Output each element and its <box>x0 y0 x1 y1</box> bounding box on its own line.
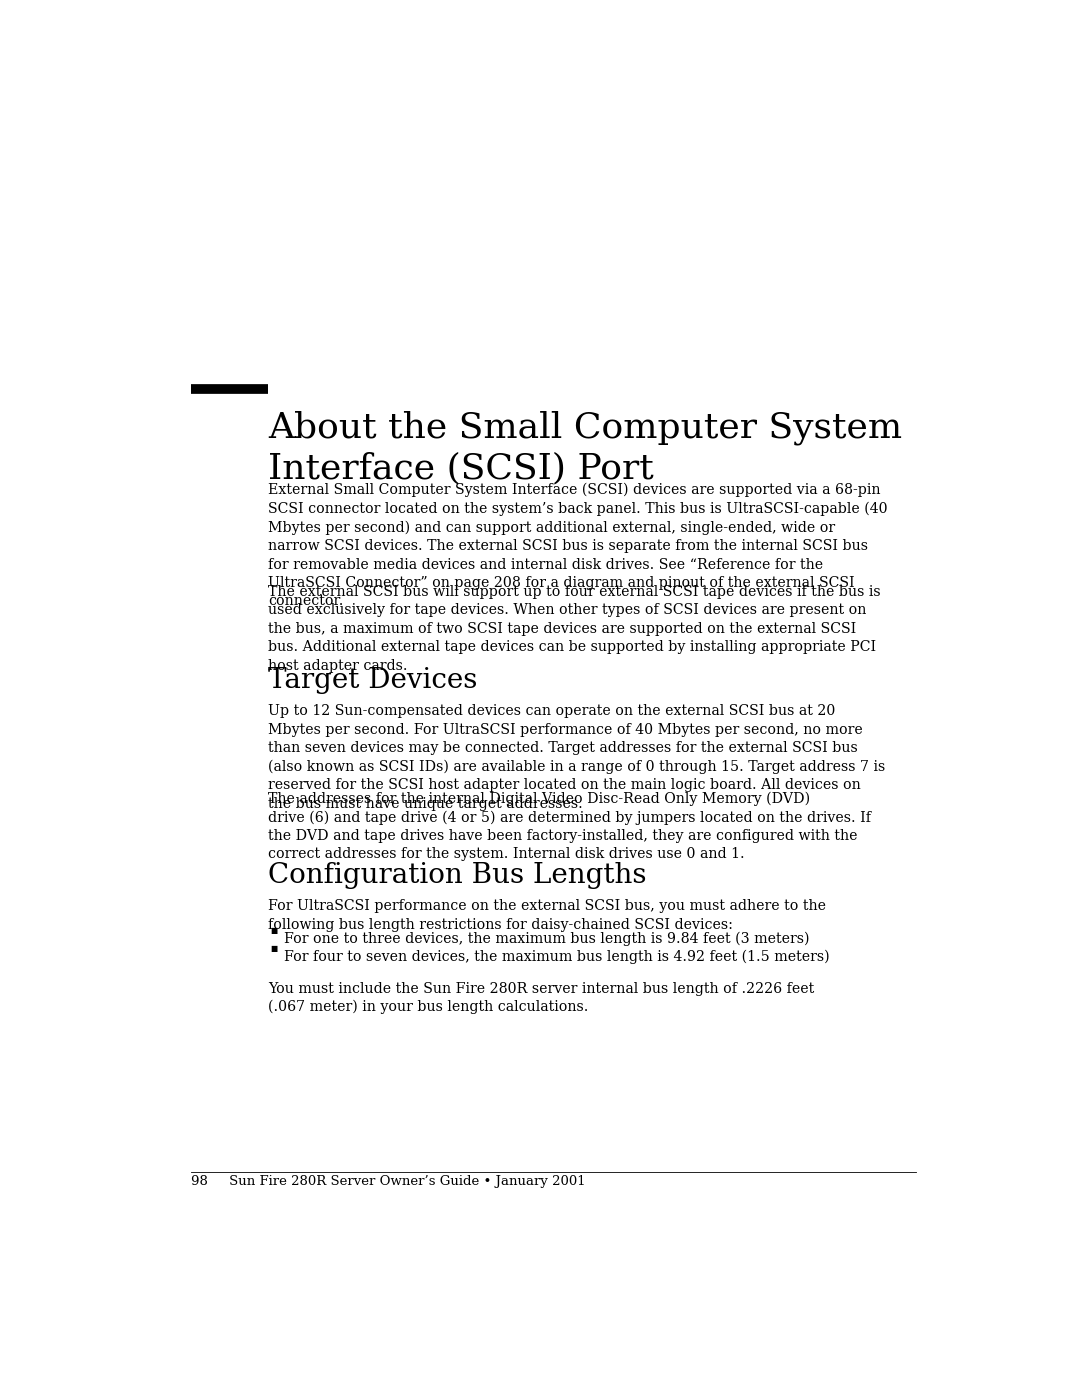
Text: ■: ■ <box>270 944 278 953</box>
Text: About the Small Computer System
Interface (SCSI) Port: About the Small Computer System Interfac… <box>268 411 903 485</box>
Text: For four to seven devices, the maximum bus length is 4.92 feet (1.5 meters): For four to seven devices, the maximum b… <box>284 949 829 964</box>
Text: Configuration Bus Lengths: Configuration Bus Lengths <box>268 862 647 888</box>
Text: 98     Sun Fire 280R Server Owner’s Guide • January 2001: 98 Sun Fire 280R Server Owner’s Guide • … <box>191 1175 585 1187</box>
Text: You must include the Sun Fire 280R server internal bus length of .2226 feet
(.06: You must include the Sun Fire 280R serve… <box>268 982 814 1014</box>
Text: For UltraSCSI performance on the external SCSI bus, you must adhere to the
follo: For UltraSCSI performance on the externa… <box>268 900 826 932</box>
Text: The external SCSI bus will support up to four external SCSI tape devices if the : The external SCSI bus will support up to… <box>268 585 881 672</box>
Text: For one to three devices, the maximum bus length is 9.84 feet (3 meters): For one to three devices, the maximum bu… <box>284 932 809 946</box>
Text: ■: ■ <box>270 928 278 935</box>
Text: External Small Computer System Interface (SCSI) devices are supported via a 68-p: External Small Computer System Interface… <box>268 482 888 609</box>
Text: The addresses for the internal Digital Video Disc-Read Only Memory (DVD)
drive (: The addresses for the internal Digital V… <box>268 791 872 862</box>
Text: Up to 12 Sun-compensated devices can operate on the external SCSI bus at 20
Mbyt: Up to 12 Sun-compensated devices can ope… <box>268 704 886 810</box>
Text: Target Devices: Target Devices <box>268 668 477 694</box>
